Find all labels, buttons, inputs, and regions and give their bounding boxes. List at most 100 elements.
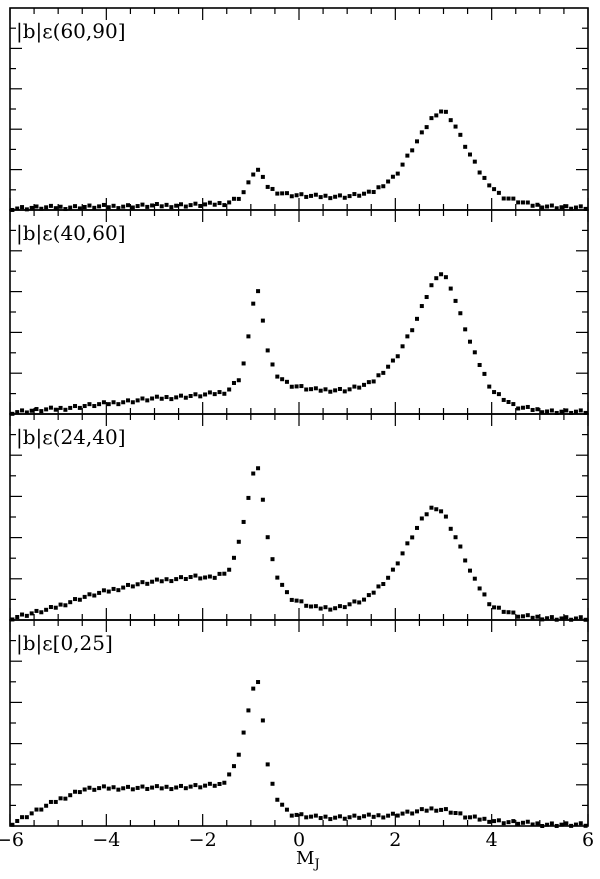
data-point [569, 823, 574, 828]
data-point [207, 200, 212, 205]
data-point [241, 190, 246, 195]
data-point [352, 599, 357, 604]
data-point [333, 606, 338, 611]
data-point [284, 590, 289, 595]
data-point [63, 207, 68, 212]
data-point [482, 175, 487, 180]
data-point [265, 184, 270, 189]
data-point [227, 567, 232, 572]
data-point [487, 183, 492, 188]
data-point [525, 404, 530, 409]
data-point [106, 786, 111, 791]
data-point [260, 318, 265, 323]
data-point [77, 405, 82, 410]
data-point [97, 590, 102, 595]
data-point [164, 202, 169, 207]
data-point [169, 787, 174, 792]
data-point [53, 206, 58, 211]
data-point [178, 202, 183, 207]
data-point [487, 384, 492, 389]
data-point [231, 196, 236, 201]
panel-label: |b|ε(60,90] [16, 19, 126, 44]
data-point [318, 816, 323, 821]
data-point [564, 204, 569, 209]
data-point [333, 194, 338, 199]
data-point [63, 603, 68, 608]
data-point [453, 535, 458, 540]
data-point [212, 783, 217, 788]
data-point [164, 577, 169, 582]
data-point [424, 125, 429, 130]
data-point [400, 344, 405, 349]
data-point [467, 152, 472, 157]
data-point [511, 610, 516, 615]
data-point [477, 170, 482, 175]
data-point [492, 187, 497, 192]
data-point [366, 593, 371, 598]
data-point [236, 752, 241, 757]
x-tick-label: 6 [582, 829, 594, 851]
data-point [299, 599, 304, 604]
data-point [154, 202, 159, 207]
data-point [222, 391, 227, 396]
data-point [492, 390, 497, 395]
data-point [53, 799, 58, 804]
data-point [304, 194, 309, 199]
data-point [212, 392, 217, 397]
data-point [299, 384, 304, 389]
data-point [140, 580, 145, 585]
data-point [15, 410, 20, 415]
data-point [337, 604, 342, 609]
data-point [357, 193, 362, 198]
data-point [554, 410, 559, 415]
data-point [174, 203, 179, 208]
data-point [549, 408, 554, 413]
data-point [145, 204, 150, 209]
data-point [77, 790, 82, 795]
data-point [549, 821, 554, 826]
data-point [381, 582, 386, 587]
data-point [294, 812, 299, 817]
data-point [366, 380, 371, 385]
data-point [68, 205, 73, 210]
data-point [87, 402, 92, 407]
data-point [246, 180, 251, 185]
data-point [174, 395, 179, 400]
data-point [386, 813, 391, 818]
data-point [405, 153, 410, 158]
data-point [347, 815, 352, 820]
data-point [492, 819, 497, 824]
data-point [564, 821, 569, 826]
data-point [150, 396, 155, 401]
data-point [520, 405, 525, 410]
data-point [516, 821, 521, 826]
data-point [554, 823, 559, 828]
data-point [203, 575, 208, 580]
data-point [251, 301, 256, 306]
x-tick-label: −6 [0, 829, 24, 851]
data-point [419, 130, 424, 135]
data-point [63, 796, 68, 801]
data-point [44, 607, 49, 612]
x-tick-label: 4 [486, 829, 498, 851]
data-point [410, 328, 415, 333]
data-point [265, 535, 270, 540]
data-point [236, 378, 241, 383]
data-point [111, 586, 116, 591]
data-point [58, 405, 63, 410]
data-point [376, 813, 381, 818]
data-point [578, 204, 583, 209]
data-point [559, 205, 564, 210]
data-point [453, 124, 458, 129]
data-point [405, 809, 410, 814]
data-point [419, 516, 424, 521]
data-point [386, 575, 391, 580]
data-point [564, 615, 569, 620]
data-point [347, 387, 352, 392]
data-point [280, 802, 285, 807]
data-point [97, 204, 102, 209]
data-point [111, 400, 116, 405]
data-point [68, 405, 73, 410]
data-point [477, 586, 482, 591]
data-point [371, 814, 376, 819]
